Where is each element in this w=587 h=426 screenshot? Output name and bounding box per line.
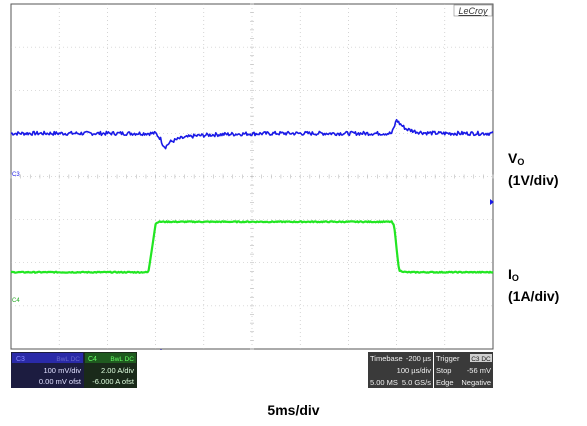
ch4-descriptor[interactable]: C4 BwL DC 2.00 A/div -6.000 A ofst bbox=[84, 352, 137, 388]
timebase-per-div: 100 µs/div bbox=[397, 366, 432, 375]
trigger-slope: Negative bbox=[461, 378, 491, 387]
trigger-level: -56 mV bbox=[467, 366, 491, 375]
ch3-marker: C3 bbox=[12, 172, 20, 178]
timebase-rate: 5.0 GS/s bbox=[402, 378, 431, 387]
io-scale: (1A/div) bbox=[508, 288, 560, 304]
ch4-marker: C4 bbox=[12, 298, 20, 304]
brand-box bbox=[453, 4, 493, 17]
io-label: IO (1A/div) bbox=[508, 265, 559, 305]
trigger-mode: Stop bbox=[436, 366, 451, 375]
timebase-delay: -200 µs bbox=[406, 354, 431, 363]
trigger-type: Edge bbox=[436, 378, 454, 387]
graticule bbox=[10, 3, 494, 350]
vo-subscript: O bbox=[517, 157, 525, 167]
vo-scale: (1V/div) bbox=[508, 172, 559, 188]
ch3-offset: 0.00 mV ofst bbox=[39, 377, 82, 386]
ch4-descriptor-name: C4 bbox=[88, 356, 97, 363]
ch3-descriptor-tags: BwL DC bbox=[56, 356, 80, 363]
timebase-descriptor[interactable]: Timebase -200 µs 100 µs/div 5.00 MS 5.0 … bbox=[368, 352, 433, 388]
vo-name: V bbox=[508, 150, 518, 166]
waveform-traces bbox=[10, 118, 494, 274]
ch4-descriptor-tags: BwL DC bbox=[110, 356, 134, 363]
timebase-title: Timebase bbox=[370, 354, 403, 363]
timebase-label: 5ms/div bbox=[267, 402, 320, 418]
ch3-descriptor-name: C3 bbox=[16, 356, 25, 363]
trace-c4 bbox=[10, 220, 494, 274]
trigger-channel: C3 DC bbox=[471, 356, 491, 363]
trigger-descriptor[interactable]: Trigger C3 DC Stop -56 mV Edge Negative bbox=[434, 352, 493, 388]
timebase-samples: 5.00 MS bbox=[370, 378, 398, 387]
brand-logo: LeCroy bbox=[458, 6, 488, 16]
ch3-descriptor[interactable]: C3 BwL DC 100 mV/div 0.00 mV ofst bbox=[11, 352, 84, 388]
trigger-channel-chip bbox=[470, 354, 492, 362]
io-subscript: O bbox=[511, 273, 519, 283]
ch3-offset-arrow[interactable] bbox=[490, 199, 494, 205]
trigger-title: Trigger bbox=[436, 354, 460, 363]
trace-c3 bbox=[10, 118, 494, 150]
vo-label: VO (1V/div) bbox=[508, 149, 559, 189]
ch3-scale: 100 mV/div bbox=[43, 366, 81, 375]
io-name: I bbox=[508, 266, 512, 282]
ch4-scale: 2.00 A/div bbox=[101, 366, 134, 375]
ch4-offset: -6.000 A ofst bbox=[92, 377, 135, 386]
